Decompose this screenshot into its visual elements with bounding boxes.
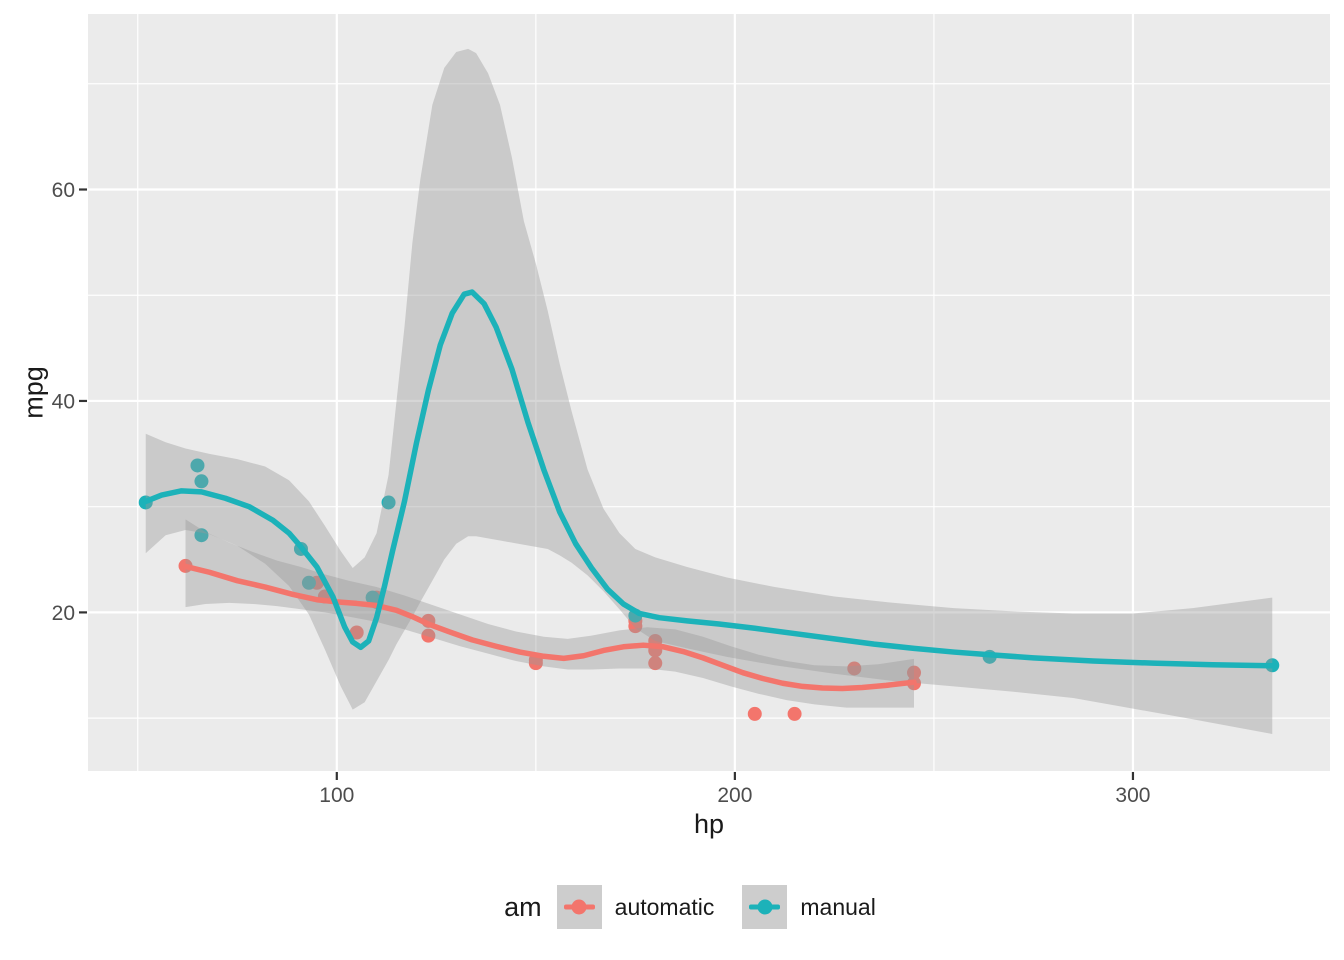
- legend-item-manual: manual: [742, 885, 876, 929]
- data-point-automatic: [787, 706, 802, 721]
- y-tick-label: 20: [52, 602, 75, 625]
- x-tick-label: 200: [717, 784, 752, 807]
- data-point-automatic: [648, 656, 663, 671]
- y-axis-title: mpg: [18, 366, 48, 419]
- y-tick-label: 60: [52, 179, 75, 202]
- panel-background: [88, 14, 1330, 771]
- data-point-automatic: [907, 665, 922, 680]
- data-point-automatic: [349, 625, 364, 640]
- legend-item-automatic: automatic: [556, 885, 743, 929]
- confidence-ribbon-manual: [145, 48, 1273, 734]
- legend-label-manual: manual: [800, 893, 876, 920]
- data-point-manual: [301, 575, 316, 590]
- plot-canvas: 100 200 300 20 40 60 hp mpg: [18, 14, 1330, 839]
- y-tick-label: 40: [52, 390, 75, 413]
- data-point-automatic: [747, 706, 762, 721]
- data-point-manual: [365, 590, 380, 605]
- data-point-manual: [194, 474, 209, 489]
- x-axis-title: hp: [694, 809, 724, 839]
- legend-key-dot-icon: [571, 899, 587, 915]
- data-point-manual: [194, 528, 209, 543]
- smooth-line-automatic: [182, 563, 917, 692]
- legend-key-automatic: [556, 885, 602, 929]
- x-tick-label: 300: [1115, 784, 1150, 807]
- data-point-manual: [381, 495, 396, 510]
- legend-key-dot-icon: [757, 899, 773, 915]
- data-point-automatic: [421, 628, 436, 643]
- x-tick-label: 100: [319, 784, 354, 807]
- data-point-automatic: [528, 656, 543, 671]
- legend-title: am: [504, 891, 542, 922]
- data-point-manual: [190, 458, 205, 473]
- smooth-line-manual: [142, 289, 1276, 669]
- data-point-automatic: [847, 661, 862, 676]
- legend-key-manual: [742, 885, 788, 929]
- legend: am automatic manual: [36, 883, 1344, 931]
- legend-label-automatic: automatic: [614, 893, 715, 920]
- confidence-ribbon-automatic: [185, 519, 915, 708]
